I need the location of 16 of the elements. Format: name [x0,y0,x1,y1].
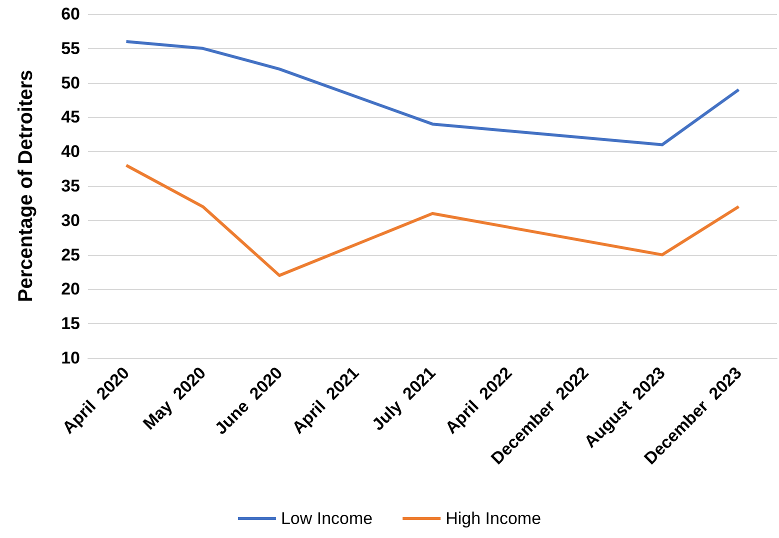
y-tick-label: 30 [61,210,80,230]
line-series [124,164,740,277]
y-tick-label: 25 [61,245,80,264]
y-tick-label: 50 [61,73,80,92]
legend-label: High Income [446,509,542,528]
line-series [124,40,740,146]
y-tick-label: 20 [61,280,80,299]
y-tick-label: 45 [61,108,80,127]
y-tick-label: 40 [61,142,80,162]
y-tick-label: 60 [61,4,80,24]
y-tick-label: 55 [61,38,80,58]
y-axis-title: Percentage of Detroiters [15,70,37,302]
y-tick-label: 10 [61,348,80,368]
y-tick-label: 15 [61,314,80,334]
legend-label: Low Income [280,509,373,528]
y-tick-label: 35 [61,176,80,196]
